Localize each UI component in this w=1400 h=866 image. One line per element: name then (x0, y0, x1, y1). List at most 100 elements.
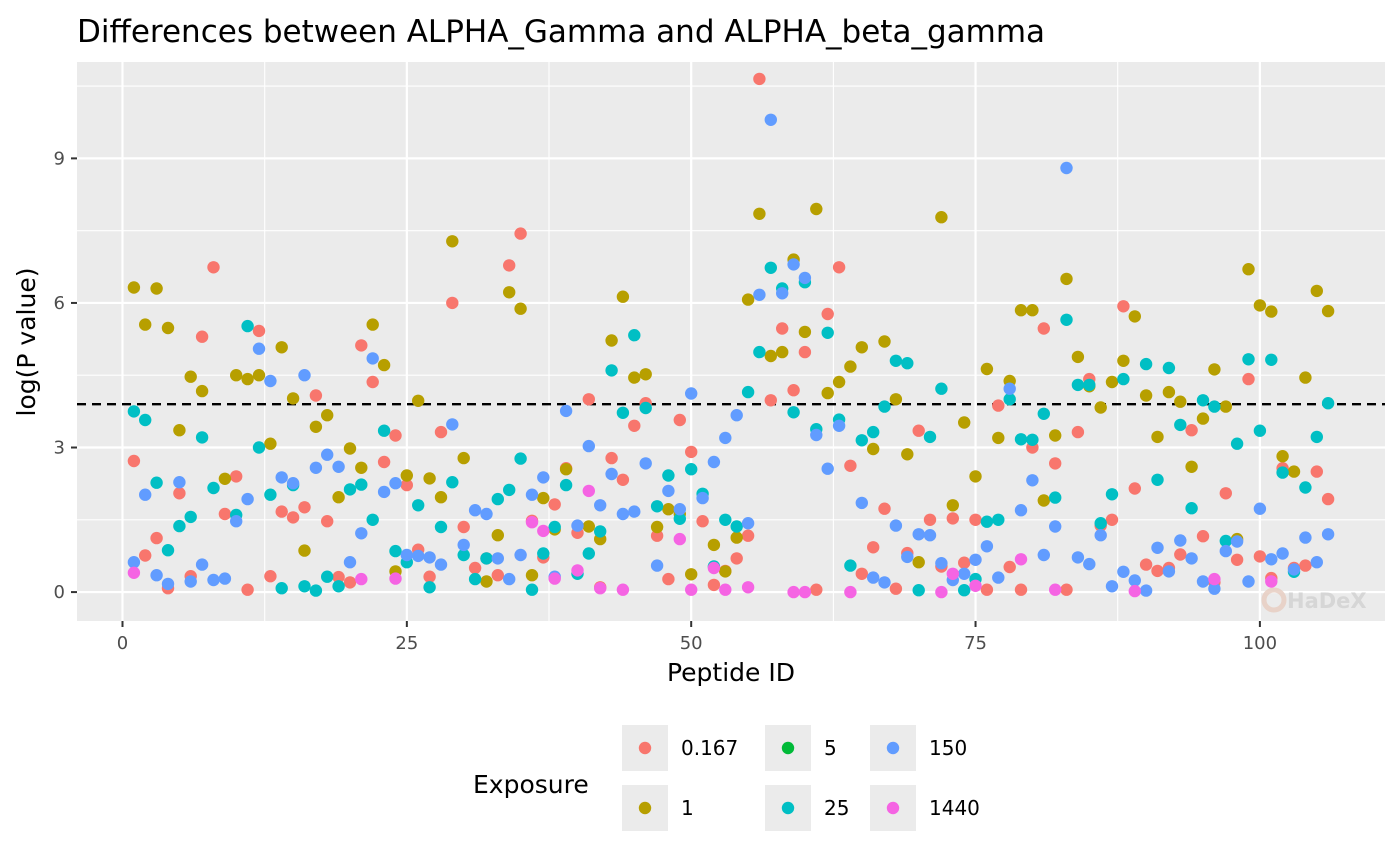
data-point-0.167 (252, 324, 266, 338)
data-point-150 (912, 528, 925, 541)
data-point-150 (1128, 574, 1142, 587)
data-point-150 (275, 471, 288, 484)
data-point-1 (1174, 395, 1187, 408)
data-point-0.167 (309, 389, 323, 402)
data-point-150 (1014, 504, 1028, 517)
data-point-150 (332, 460, 345, 473)
data-point-25 (673, 512, 686, 525)
data-point-25 (127, 405, 141, 418)
data-point-0.167 (332, 570, 345, 584)
data-point-25 (241, 319, 254, 333)
data-point-25 (1299, 481, 1312, 494)
data-point-150 (1242, 575, 1255, 588)
data-point-0.167 (844, 459, 857, 472)
data-point-150 (901, 550, 914, 564)
data-point-150 (309, 461, 323, 474)
legend-key-point (886, 741, 900, 755)
data-point-150 (366, 352, 379, 365)
data-point-1 (776, 345, 789, 359)
data-point-150 (412, 549, 425, 563)
data-point-150 (673, 503, 686, 516)
data-point-25 (559, 478, 573, 492)
data-point-0.167 (810, 583, 823, 596)
data-point-150 (423, 551, 436, 564)
data-point-0.167 (867, 541, 880, 554)
data-point-0.167 (1105, 513, 1119, 526)
data-point-1 (480, 575, 493, 588)
data-point-150 (969, 553, 982, 566)
data-point-150 (525, 488, 539, 501)
data-point-1 (321, 409, 334, 422)
data-point-0.167 (696, 515, 709, 528)
x-tick-label: 25 (395, 633, 418, 654)
data-point-150 (1185, 552, 1198, 565)
data-point-1 (639, 368, 652, 381)
legend-key-point (638, 741, 652, 755)
data-point-150 (719, 431, 732, 445)
data-point-0.167 (923, 513, 937, 526)
data-point-1 (457, 451, 470, 465)
y-tick-label: 3 (54, 438, 65, 459)
data-point-1 (844, 360, 857, 373)
data-point-150 (286, 477, 300, 490)
data-point-0.167 (150, 531, 163, 545)
data-point-25 (298, 580, 311, 593)
data-point-0.167 (889, 582, 903, 595)
data-point-1 (969, 470, 982, 483)
data-point-25 (548, 520, 561, 534)
data-point-0.167 (173, 487, 186, 500)
data-point-1 (832, 375, 846, 389)
data-point-150 (491, 552, 504, 565)
data-point-25 (912, 584, 925, 597)
data-point-1 (935, 211, 948, 224)
data-point-150 (616, 507, 630, 521)
data-point-150 (1139, 584, 1153, 597)
data-point-0.167 (366, 375, 379, 389)
data-point-150 (1151, 541, 1164, 554)
data-point-25 (1083, 378, 1096, 392)
data-point-25 (446, 476, 459, 489)
data-point-25 (412, 499, 425, 512)
data-point-25 (491, 492, 504, 506)
data-point-0.167 (616, 473, 630, 486)
data-point-0.167 (878, 502, 891, 515)
data-point-150 (810, 428, 823, 442)
data-point-150 (400, 548, 413, 562)
data-point-25 (423, 581, 436, 594)
data-point-150 (855, 496, 868, 510)
legend-item-0.167: 0.167 (622, 725, 738, 771)
legend-label: 5 (824, 736, 837, 760)
data-point-1440 (571, 564, 584, 577)
data-point-1 (1219, 400, 1233, 413)
data-point-25 (867, 425, 880, 439)
y-axis-title: log(P value) (12, 268, 41, 417)
data-point-0.167 (673, 413, 686, 427)
data-point-1 (1128, 310, 1142, 323)
data-point-0.167 (1219, 487, 1233, 500)
data-point-0.167 (241, 583, 254, 596)
data-point-25 (1230, 437, 1244, 450)
data-point-25 (730, 520, 743, 533)
data-point-25 (582, 547, 595, 560)
legend-label: 25 (824, 796, 849, 820)
data-point-150 (798, 271, 812, 285)
data-point-1440 (1014, 553, 1028, 566)
data-point-25 (1321, 397, 1335, 410)
data-point-25 (1310, 430, 1324, 444)
data-point-0.167 (628, 419, 641, 432)
data-point-150 (1265, 553, 1278, 566)
data-point-1 (889, 393, 903, 406)
data-point-0.167 (787, 384, 800, 397)
data-point-150 (1049, 520, 1062, 533)
data-point-150 (355, 527, 368, 540)
data-point-1 (855, 341, 868, 354)
data-point-150 (150, 569, 163, 582)
data-point-1 (662, 503, 675, 516)
data-point-150 (1321, 528, 1335, 541)
data-point-1 (958, 416, 971, 429)
data-point-150 (582, 439, 595, 453)
data-point-150 (935, 557, 948, 570)
x-tick-label: 50 (680, 633, 703, 654)
data-point-25 (480, 552, 493, 565)
data-point-150 (1276, 547, 1289, 560)
